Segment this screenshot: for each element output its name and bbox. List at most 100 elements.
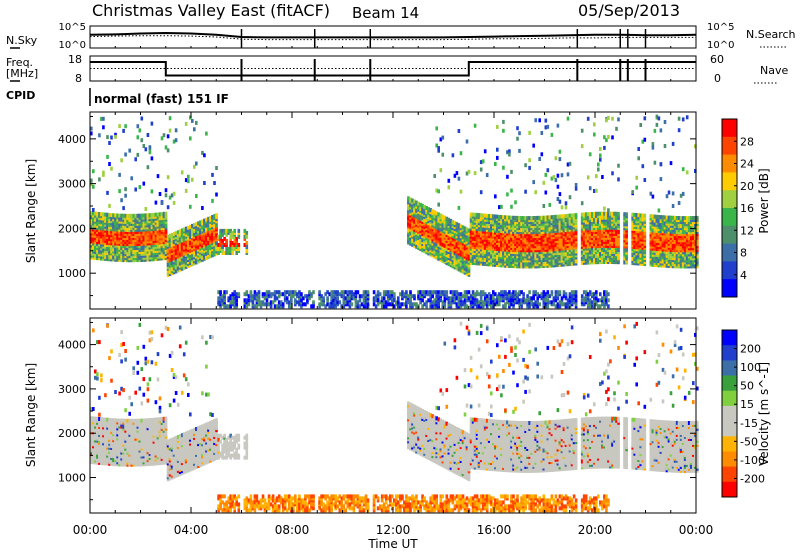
- range-cell: [170, 193, 174, 198]
- range-cell: [421, 246, 424, 251]
- range-cell: [189, 204, 192, 209]
- range-cell: [487, 292, 491, 297]
- range-cell: [560, 258, 564, 263]
- range-cell: [223, 251, 226, 255]
- range-cell: [380, 304, 384, 309]
- range-cell: [586, 230, 590, 235]
- range-cell: [338, 292, 342, 297]
- range-cell: [532, 216, 535, 220]
- range-cell: [445, 296, 449, 301]
- range-cell: [275, 304, 279, 309]
- range-cell: [193, 251, 196, 256]
- range-cell: [158, 248, 162, 253]
- range-cell: [582, 212, 586, 217]
- range-cell: [463, 294, 467, 299]
- range-cell: [195, 120, 198, 125]
- range-cell: [457, 205, 461, 210]
- range-cell: [469, 300, 473, 305]
- range-cell: [189, 136, 192, 141]
- range-cell: [599, 217, 602, 222]
- range-cell: [494, 214, 497, 219]
- range-cell: [427, 298, 430, 303]
- range-cell: [528, 130, 531, 135]
- range-cell: [431, 294, 434, 299]
- range-cell: [593, 218, 596, 222]
- range-cell: [344, 300, 348, 305]
- range-cell: [554, 243, 558, 248]
- range-cell: [597, 223, 600, 228]
- range-cell: [506, 150, 509, 155]
- range-cell: [540, 242, 544, 246]
- range-cell: [463, 260, 467, 265]
- range-cell: [275, 296, 279, 301]
- range-cell: [407, 196, 410, 201]
- range-cell: [582, 250, 586, 255]
- range-cell: [423, 302, 426, 307]
- range-cell: [437, 228, 440, 233]
- range-cell: [554, 214, 558, 219]
- range-cell: [227, 304, 230, 309]
- range-cell: [451, 290, 455, 295]
- range-cell: [338, 300, 342, 305]
- range-cell: [455, 290, 459, 295]
- range-cell: [304, 302, 307, 307]
- range-cell: [174, 138, 178, 143]
- range-cell: [312, 290, 315, 295]
- range-cell: [176, 262, 180, 267]
- range-cell: [352, 292, 356, 297]
- range-cell: [172, 252, 176, 257]
- range-cell: [508, 152, 511, 157]
- range-cell: [588, 152, 592, 157]
- range-cell: [336, 290, 339, 295]
- range-cell: [461, 229, 465, 234]
- freq-left-label-1: Freq.: [6, 56, 33, 69]
- range-cell: [546, 259, 550, 264]
- range-cell: [425, 300, 428, 305]
- range-cell: [483, 302, 487, 307]
- range-cell: [318, 296, 321, 301]
- range-cell: [124, 124, 127, 129]
- range-cell: [514, 230, 517, 234]
- range-cell: [556, 302, 560, 307]
- range-cell: [271, 300, 275, 305]
- range-cell: [584, 214, 588, 219]
- range-cell: [162, 252, 166, 257]
- range-cell: [235, 245, 238, 249]
- range-cell: [603, 213, 606, 218]
- range-cell: [191, 177, 194, 182]
- range-cell: [201, 231, 204, 236]
- range-cell: [595, 230, 598, 234]
- range-cell: [176, 250, 180, 255]
- range-cell: [540, 215, 544, 220]
- range-cell: [332, 298, 335, 303]
- range-cell: [437, 294, 440, 299]
- range-cell: [152, 229, 156, 233]
- range-cell: [435, 237, 438, 242]
- range-cell: [574, 213, 578, 218]
- range-cell: [122, 213, 125, 218]
- range-cell: [542, 227, 546, 232]
- range-cell: [603, 239, 606, 244]
- range-cell: [550, 229, 554, 234]
- range-cell: [504, 237, 507, 242]
- range-cell: [134, 217, 137, 222]
- range-cell: [465, 171, 469, 176]
- range-cell: [554, 304, 558, 309]
- range-cell: [582, 302, 586, 307]
- range-cell: [534, 216, 537, 220]
- range-cell: [136, 238, 140, 242]
- range-cell: [560, 173, 564, 178]
- range-cell: [498, 229, 501, 233]
- range-cell: [532, 244, 535, 249]
- range-cell: [487, 236, 491, 241]
- range-cell: [494, 220, 497, 225]
- range-cell: [449, 296, 453, 301]
- range-cell: [538, 215, 541, 220]
- range-cell: [597, 298, 600, 303]
- range-cell: [526, 250, 529, 255]
- range-cell: [514, 256, 517, 261]
- range-cell: [172, 232, 176, 236]
- range-cell: [120, 198, 123, 203]
- range-cell: [457, 259, 461, 264]
- range-cell: [526, 302, 529, 307]
